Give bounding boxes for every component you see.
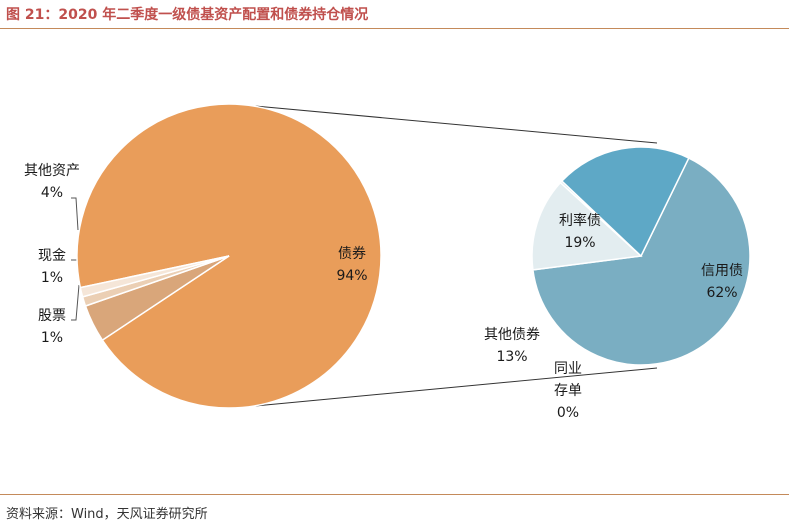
chart-title: 图 21：2020 年二季度一级债基资产配置和债券持仓情况 bbox=[6, 7, 369, 23]
pie-charts: 债券 94% 其他资产 4% 现金 1% 股票 1% 信用债 62% 利率债 19% 其他债券 13% 同业… bbox=[24, 103, 751, 421]
title-divider bbox=[0, 28, 789, 29]
label-stocks: 股票 1% bbox=[38, 308, 66, 346]
bond-holdings-pie bbox=[531, 146, 751, 366]
label-rate-bonds: 利率债 19% bbox=[559, 212, 601, 251]
right-slice-0 bbox=[532, 157, 751, 366]
leader-line-0 bbox=[71, 197, 79, 231]
asset-allocation-pie bbox=[76, 103, 382, 409]
label-credit-bonds: 信用债 62% bbox=[701, 263, 743, 301]
right-slice-3 bbox=[560, 146, 690, 258]
label-other-bonds: 其他债券 13% bbox=[484, 327, 540, 365]
label-other-assets: 其他资产 4% bbox=[24, 163, 80, 201]
connector-line-bottom bbox=[254, 367, 658, 407]
label-bonds: 债券 94% bbox=[336, 246, 367, 284]
right-slice-1 bbox=[531, 181, 643, 271]
connector-line-top bbox=[254, 105, 658, 144]
label-cash: 现金 1% bbox=[38, 248, 66, 286]
left-slice-3 bbox=[79, 255, 230, 298]
connector-lines bbox=[71, 105, 658, 407]
slice-labels: 债券 94% 其他资产 4% 现金 1% 股票 1% 信用债 62% 利率债 19% 其他债券 13% 同业… bbox=[24, 163, 743, 421]
source-note: 资料来源：Wind，天风证券研究所 bbox=[6, 507, 208, 522]
source-divider bbox=[0, 494, 789, 495]
label-ncd: 同业存单 0% bbox=[554, 361, 582, 421]
leader-line-2 bbox=[71, 284, 80, 321]
